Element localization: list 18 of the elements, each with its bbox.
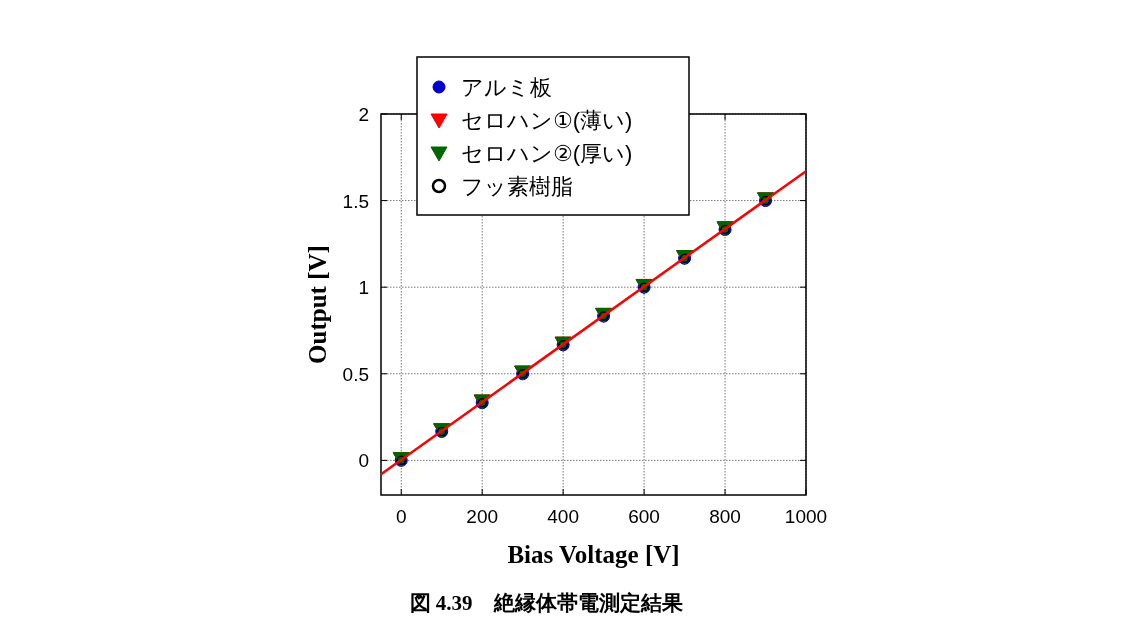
- y-axis-title: Output [V]: [304, 245, 331, 364]
- caption: 図 4.39 絶縁体帯電測定結果: [409, 591, 683, 615]
- x-tick-label: 400: [547, 506, 579, 527]
- legend-label: アルミ板: [461, 75, 552, 100]
- legend-label: フッ素樹脂: [461, 174, 573, 199]
- x-axis-title: Bias Voltage [V]: [507, 541, 680, 568]
- y-tick-label: 0.5: [342, 363, 369, 385]
- y-tick-label: 1: [358, 277, 369, 299]
- y-tick-label: 1.5: [342, 190, 369, 212]
- legend-label: セロハン①(薄い): [461, 108, 633, 133]
- x-tick-label: 600: [628, 506, 660, 527]
- x-tick-label: 800: [709, 506, 741, 527]
- y-tick-label: 2: [358, 104, 369, 125]
- legend-label: セロハン②(厚い): [461, 141, 633, 166]
- x-tick-label: 0: [395, 506, 407, 527]
- x-tick-label: 200: [466, 506, 499, 527]
- x-tick-label: 1000: [784, 506, 828, 527]
- y-tick-label: 0: [358, 450, 369, 472]
